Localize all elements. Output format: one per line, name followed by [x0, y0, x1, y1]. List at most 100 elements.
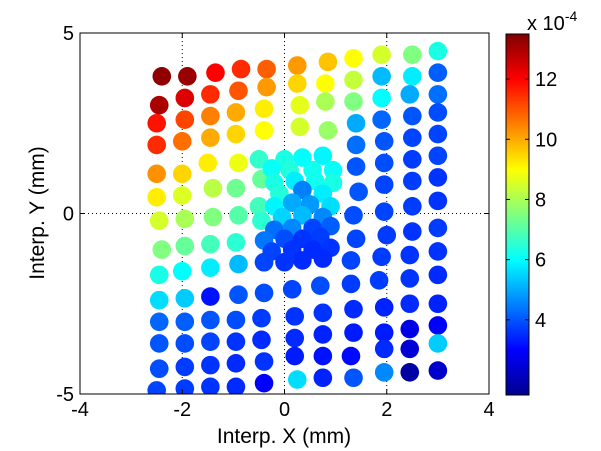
data-point	[341, 346, 361, 366]
x-axis-label: Interp. X (mm)	[217, 425, 351, 448]
data-point	[403, 45, 422, 64]
data-point	[316, 92, 335, 111]
data-point	[428, 191, 448, 211]
data-point	[341, 251, 361, 270]
data-point	[149, 265, 169, 285]
data-point	[254, 252, 274, 272]
data-point	[403, 171, 422, 191]
colorbar-tick-label: 8	[535, 189, 546, 211]
data-point	[226, 103, 246, 122]
data-point	[428, 41, 448, 61]
data-point	[149, 211, 169, 231]
data-point	[341, 274, 361, 294]
x-tick-label: 0	[279, 399, 290, 421]
data-point	[428, 294, 448, 314]
data-point	[400, 363, 420, 382]
data-point	[147, 381, 166, 394]
data-point	[282, 280, 302, 299]
data-point	[287, 56, 307, 75]
data-point	[313, 346, 333, 366]
data-point	[428, 85, 448, 104]
data-point	[249, 196, 269, 216]
data-point	[203, 178, 223, 198]
data-point	[428, 124, 448, 144]
data-point	[344, 368, 363, 388]
data-point	[201, 128, 220, 147]
data-point	[149, 95, 169, 115]
data-point	[229, 153, 248, 173]
data-point	[175, 289, 195, 308]
data-point	[403, 222, 422, 241]
data-point	[400, 319, 420, 339]
x-tick-label: -2	[173, 399, 191, 421]
data-point	[428, 334, 448, 353]
data-point	[282, 193, 302, 212]
data-point	[372, 110, 391, 129]
y-tick-label: 0	[63, 204, 74, 226]
data-point	[175, 379, 195, 394]
data-point	[344, 206, 363, 225]
data-point	[149, 290, 169, 310]
data-point	[313, 368, 333, 388]
data-point	[428, 63, 448, 83]
data-point	[175, 88, 195, 108]
data-point	[147, 135, 166, 155]
data-point	[201, 85, 220, 104]
data-point	[231, 59, 251, 79]
colorbar-exponent-value: -4	[565, 8, 578, 24]
data-point	[428, 146, 448, 166]
data-point	[374, 323, 394, 342]
data-point	[310, 276, 330, 296]
data-point	[252, 308, 271, 328]
y-tick-label: 5	[63, 23, 74, 45]
data-point	[372, 45, 391, 64]
data-point	[372, 67, 391, 86]
data-point	[428, 316, 448, 335]
colorbar	[505, 33, 530, 396]
data-point	[175, 236, 195, 256]
data-point	[428, 265, 448, 285]
data-point	[147, 164, 166, 184]
data-point	[344, 92, 363, 111]
colorbar-exponent-base: x 10	[527, 13, 565, 35]
data-point	[374, 202, 394, 221]
colorbar-tick-label: 4	[535, 310, 546, 332]
data-point	[318, 52, 338, 72]
data-point	[313, 146, 333, 166]
data-point	[254, 352, 274, 371]
data-point	[262, 159, 282, 178]
data-point	[203, 207, 223, 227]
data-point	[229, 254, 248, 274]
data-point	[400, 85, 420, 104]
data-point	[346, 229, 366, 249]
data-point	[344, 299, 363, 319]
data-point	[201, 310, 220, 330]
data-point	[372, 88, 391, 108]
data-point	[403, 106, 422, 126]
data-point	[175, 312, 195, 332]
data-point	[318, 121, 338, 140]
data-point	[152, 67, 172, 86]
data-point	[285, 307, 305, 326]
data-point	[374, 153, 394, 173]
data-point	[344, 48, 363, 68]
data-point	[313, 325, 333, 344]
data-point	[229, 81, 248, 101]
data-point	[275, 252, 294, 272]
data-point	[254, 121, 274, 140]
data-point	[226, 377, 246, 394]
y-tick-label: -5	[56, 384, 74, 406]
data-point	[293, 180, 312, 200]
colorbar-tick-label: 6	[535, 250, 546, 272]
colorbar-tick-label: 12	[535, 69, 557, 91]
data-point	[178, 67, 197, 86]
data-point	[201, 332, 220, 351]
data-point	[229, 285, 248, 305]
data-point	[403, 128, 422, 147]
data-point	[400, 245, 420, 265]
data-point	[293, 148, 312, 167]
data-point	[257, 77, 276, 97]
data-point	[226, 233, 246, 252]
data-point	[293, 206, 312, 225]
